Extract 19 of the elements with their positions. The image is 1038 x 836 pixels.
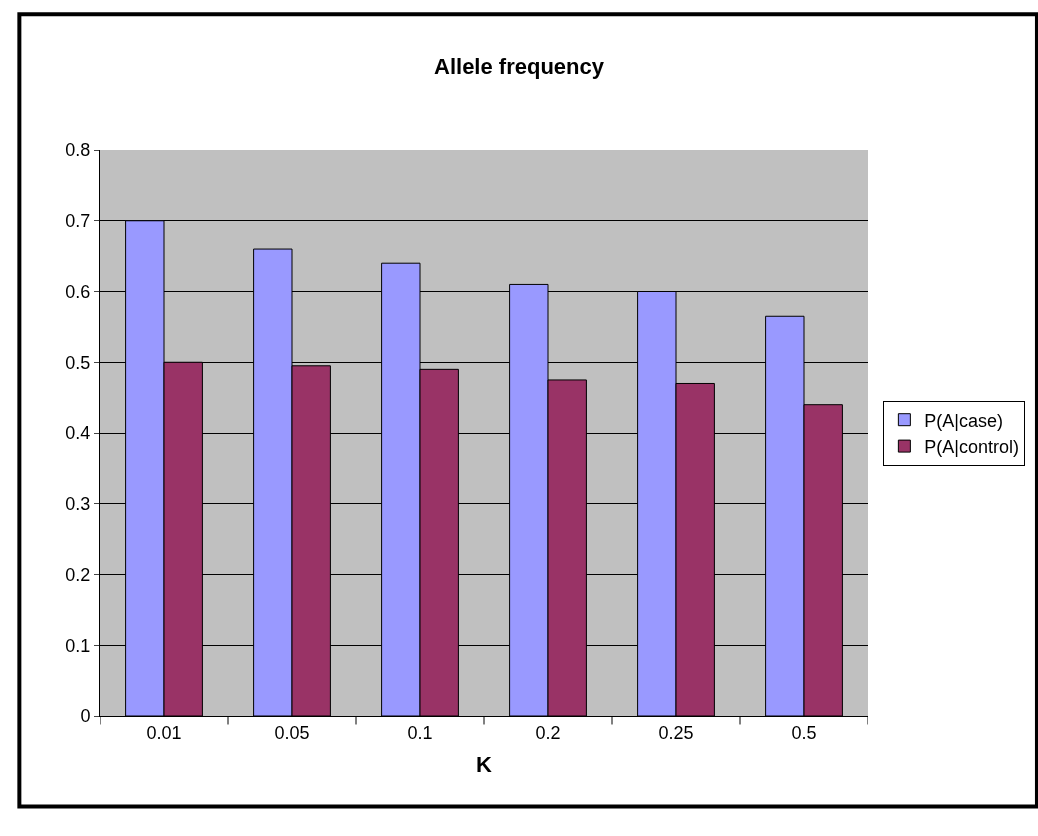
x-tick-label: 0.25 xyxy=(658,722,694,743)
y-tick-label: 0.7 xyxy=(65,211,91,232)
y-tick-label: 0.5 xyxy=(65,352,91,373)
x-tick-label: 0.05 xyxy=(274,722,310,743)
x-axis-title: K xyxy=(476,752,493,778)
chart-title: Allele frequency xyxy=(434,53,605,79)
x-tick-label: 0.1 xyxy=(407,722,433,743)
x-tick-label: 0.01 xyxy=(146,722,182,743)
x-tick-label: 0.5 xyxy=(791,722,817,743)
y-tick-label: 0.3 xyxy=(65,494,91,515)
y-tick-label: 0 xyxy=(80,706,91,727)
y-tick-label: 0.8 xyxy=(65,140,91,161)
x-tick-label: 0.2 xyxy=(535,722,561,743)
legend-label: P(A|case) xyxy=(924,410,1004,431)
legend-label: P(A|control) xyxy=(924,437,1020,458)
y-tick-label: 0.2 xyxy=(65,564,91,585)
y-tick-label: 0.1 xyxy=(65,635,91,656)
y-tick-label: 0.6 xyxy=(65,281,91,302)
y-tick-label: 0.4 xyxy=(65,423,91,444)
